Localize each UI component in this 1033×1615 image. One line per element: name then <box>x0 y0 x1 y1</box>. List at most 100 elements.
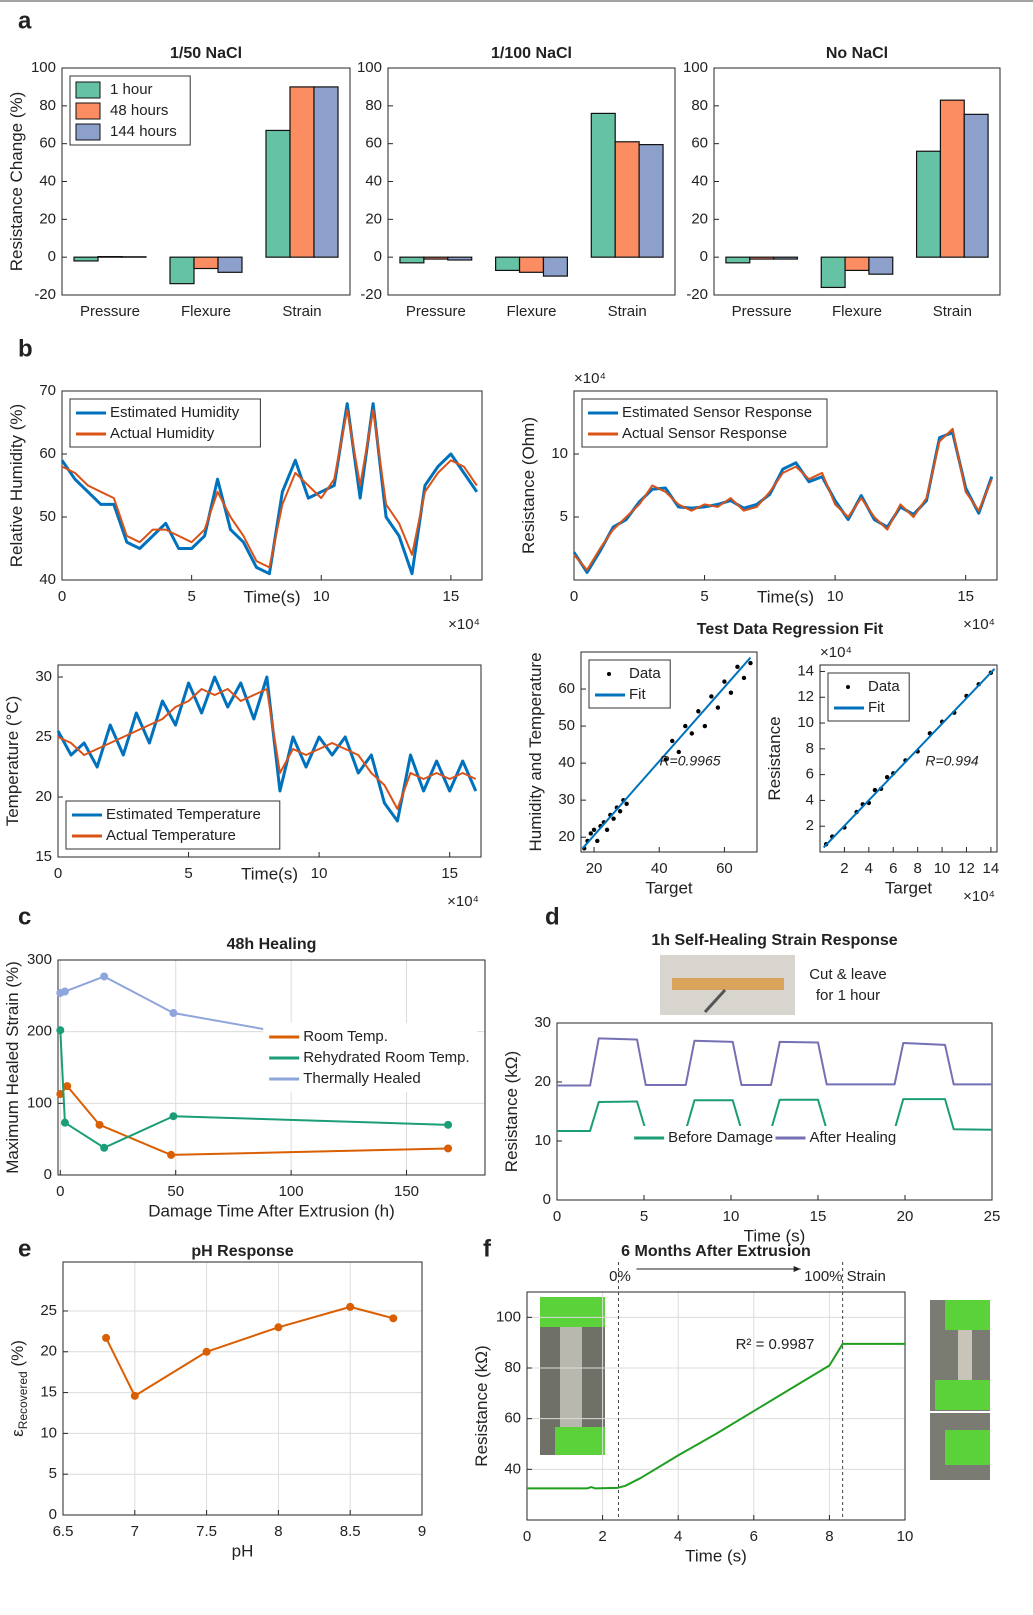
series-line <box>557 1037 992 1087</box>
legend-label: Data <box>629 665 661 682</box>
x-tick-label: 14 <box>983 860 1000 877</box>
y-axis-label-main: Resistance <box>765 716 784 800</box>
chart: 40 60 80 100 0 2 4 6 8 10 6 Months After Extrusion… <box>472 1243 913 1565</box>
y-tick-label: 0 <box>700 248 708 265</box>
y-tick-label: 15 <box>40 1384 57 1401</box>
x-tick-label: 15 <box>957 588 974 605</box>
y-axis-label: Resistance (kΩ) <box>472 1345 491 1466</box>
y-tick-label: 8 <box>806 740 814 757</box>
x-tick-label: 10 <box>313 588 330 605</box>
legend-box <box>628 1126 921 1150</box>
y-tick-label: 4 <box>806 791 814 808</box>
series-line <box>581 656 752 849</box>
x-tick-label: 2 <box>840 860 848 877</box>
series-marker <box>100 1143 109 1152</box>
data-point <box>663 757 668 762</box>
x-tick-label: 5 <box>187 588 195 605</box>
axes-frame <box>819 664 998 853</box>
bar <box>73 256 99 262</box>
photo-cut-sample <box>660 955 795 1015</box>
series-marker <box>167 1150 176 1159</box>
y-axis-label: Resistance (Ohm) <box>519 417 538 554</box>
y-tick-label: 20 <box>365 210 382 227</box>
axes-frame <box>556 1022 993 1201</box>
y-tick-label: -20 <box>360 286 382 303</box>
data-point <box>884 775 890 780</box>
photo-glove <box>935 1380 990 1410</box>
photo-glove <box>555 1427 605 1455</box>
legend-swatch <box>75 123 101 141</box>
y-tick-label: 50 <box>558 717 575 734</box>
y-tick-label: 40 <box>558 754 575 771</box>
x-axis-label: Target <box>645 878 693 897</box>
y-tick-label: 70 <box>39 382 56 399</box>
chart: 40 50 60 70 0 5 10 15 Time(s) Relative Humidity (… <box>7 382 483 633</box>
series-line <box>56 675 478 823</box>
legend-label: Actual Sensor Response <box>622 425 787 442</box>
legend-box <box>69 398 261 448</box>
x-tick-label: Strain <box>608 303 647 320</box>
chart-title: 6 Months After Extrusion <box>621 1243 811 1260</box>
y-axis-label-main: ε <box>8 1429 27 1437</box>
panel-label: e <box>18 1235 31 1262</box>
y-axis-label: Temperature (°C) <box>3 696 22 827</box>
y-tick-label: 60 <box>365 135 382 152</box>
data-point <box>595 838 600 844</box>
y-tick-label: 40 <box>365 172 382 189</box>
x-multiplier: ×10⁴ <box>448 616 480 633</box>
x-tick-label: 10 <box>934 860 951 877</box>
data-point <box>591 827 597 832</box>
y-tick-label: 0 <box>543 1191 551 1208</box>
y-tick-label: 20 <box>39 210 56 227</box>
x-axis-label: Time (s) <box>744 1226 806 1245</box>
x-tick-label: 25 <box>984 1208 1001 1225</box>
x-axis-label: Target <box>885 878 933 897</box>
series-marker <box>389 1314 398 1323</box>
photo-right <box>930 1300 990 1480</box>
x-tick-label: 5 <box>700 588 708 605</box>
legend-swatch <box>846 685 850 689</box>
legend-label: Thermally Healed <box>303 1070 421 1087</box>
bar <box>963 113 989 258</box>
chart-title: 1/100 NaCl <box>491 45 572 62</box>
x-tick-label: 5 <box>640 1208 648 1225</box>
x-tick-label: 0 <box>553 1208 561 1225</box>
chart: 5 10 0 5 10 15 Time(s) Resistance (Ohm) ×10⁴ ×10⁴… <box>519 370 998 633</box>
x-tick-label: 8.5 <box>340 1523 361 1540</box>
photo-blade <box>703 988 727 1014</box>
x-tick-label: 4 <box>674 1528 682 1545</box>
chart: -20 0 20 40 60 80 100 1/100 NaCl Pressure Flexure… <box>357 45 676 320</box>
chart: 0 100 200 300 0 50 100 150 48h Healing Damage Tim… <box>3 936 486 1220</box>
bar <box>495 256 521 272</box>
y-tick-label: 20 <box>534 1073 551 1090</box>
x-axis-label: Time(s) <box>241 864 298 883</box>
y-tick-label: 40 <box>39 172 56 189</box>
x-tick-label: 15 <box>441 865 458 882</box>
y-axis-label: Resistance <box>765 716 784 800</box>
axes-frame <box>580 651 758 853</box>
y-tick-label: 20 <box>558 828 575 845</box>
y-tick-label: 80 <box>691 97 708 114</box>
photo-left <box>540 1297 605 1455</box>
photo-sample <box>560 1327 582 1427</box>
y-axis-label-main: Resistance (kΩ) <box>502 1051 521 1172</box>
series-line <box>527 1342 905 1490</box>
series-line <box>60 402 479 576</box>
data-point <box>728 690 734 695</box>
y-tick-label: 40 <box>691 172 708 189</box>
y-tick-label: 25 <box>40 1302 57 1319</box>
bar <box>614 141 640 258</box>
annotation: R=0.9965 <box>659 753 720 769</box>
series-line <box>573 427 993 571</box>
series-marker <box>202 1347 211 1356</box>
x-tick-label: 0 <box>56 1183 64 1200</box>
x-tick-label: 40 <box>651 860 668 877</box>
series-marker <box>100 972 109 981</box>
x-axis-label: Time (s) <box>685 1546 747 1565</box>
x-tick-label: Strain <box>282 303 321 320</box>
y-multiplier: ×10⁴ <box>820 644 852 661</box>
axes-frame <box>62 1261 423 1516</box>
y-multiplier: ×10⁴ <box>574 370 606 387</box>
data-point <box>722 679 727 684</box>
